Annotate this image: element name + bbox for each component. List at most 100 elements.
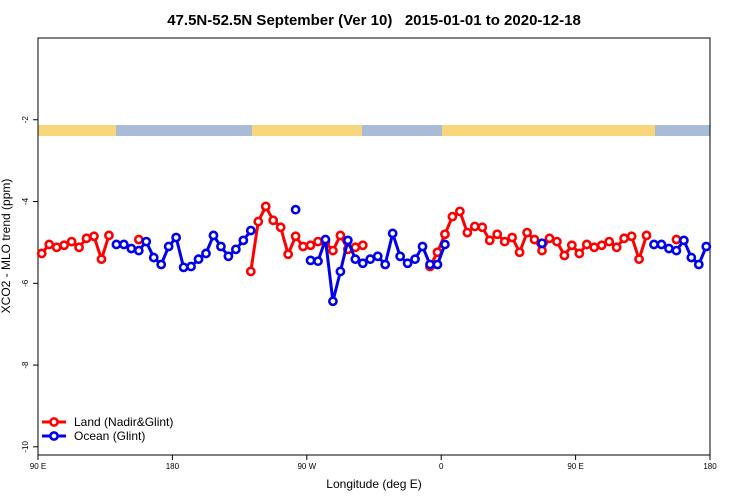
y-tick-label: -8 bbox=[21, 361, 30, 369]
legend-marker bbox=[49, 417, 59, 427]
data-point bbox=[514, 247, 525, 258]
data-point bbox=[395, 251, 406, 262]
data-point bbox=[432, 259, 443, 270]
data-point bbox=[268, 215, 279, 226]
data-point bbox=[671, 234, 682, 245]
data-point bbox=[462, 227, 473, 238]
data-point bbox=[574, 248, 585, 259]
data-point bbox=[566, 240, 577, 251]
data-point bbox=[260, 201, 271, 212]
data-point bbox=[44, 239, 55, 250]
data-point bbox=[201, 248, 211, 259]
data-point bbox=[66, 236, 77, 247]
data-point bbox=[335, 230, 346, 241]
data-point bbox=[275, 222, 286, 233]
data-point bbox=[133, 245, 144, 256]
x-tick-label: 180 bbox=[166, 462, 180, 471]
x-tick-label: 0 bbox=[439, 462, 444, 471]
data-point bbox=[313, 256, 323, 267]
data-point bbox=[440, 229, 450, 240]
data-point bbox=[186, 261, 196, 272]
data-point bbox=[649, 239, 659, 250]
data-point bbox=[559, 250, 570, 261]
data-point bbox=[552, 236, 562, 247]
data-point bbox=[380, 259, 391, 270]
data-point bbox=[141, 236, 152, 247]
data-point bbox=[447, 211, 458, 222]
data-point bbox=[89, 231, 99, 242]
data-point bbox=[283, 249, 294, 260]
y-tick-label: -6 bbox=[21, 279, 30, 287]
legend-label: Ocean (Glint) bbox=[74, 429, 145, 443]
data-point bbox=[357, 240, 368, 251]
data-point bbox=[148, 252, 159, 263]
data-point bbox=[417, 241, 428, 252]
data-point bbox=[372, 251, 383, 262]
data-point bbox=[656, 239, 667, 250]
data-point bbox=[350, 254, 361, 265]
legend-label: Land (Nadir&Glint) bbox=[74, 415, 173, 429]
data-point bbox=[133, 234, 144, 245]
data-point bbox=[581, 239, 592, 250]
data-point bbox=[230, 244, 241, 255]
data-point bbox=[36, 248, 47, 259]
data-point bbox=[342, 235, 353, 246]
data-point bbox=[671, 245, 682, 256]
x-tick-label: 90 E bbox=[30, 462, 46, 471]
data-point bbox=[678, 235, 689, 246]
data-point bbox=[81, 233, 92, 244]
data-point bbox=[126, 243, 137, 254]
land-ocean-strip bbox=[38, 125, 710, 136]
data-point bbox=[171, 232, 182, 243]
data-point bbox=[626, 231, 637, 242]
data-point bbox=[499, 236, 510, 247]
data-point bbox=[163, 241, 174, 252]
data-point bbox=[477, 222, 488, 233]
chart-title: 47.5N-52.5N September (Ver 10) 2015-01-0… bbox=[167, 12, 581, 29]
data-point bbox=[51, 242, 62, 253]
y-tick-label: -4 bbox=[21, 197, 30, 205]
y-tick-label: -2 bbox=[21, 116, 30, 124]
data-point bbox=[74, 242, 84, 253]
data-point bbox=[320, 234, 331, 245]
data-point bbox=[440, 239, 450, 250]
legend-marker bbox=[49, 431, 59, 441]
x-axis-label: Longitude (deg E) bbox=[326, 477, 421, 491]
data-point bbox=[589, 242, 600, 253]
data-point bbox=[298, 241, 308, 252]
data-point bbox=[641, 230, 652, 241]
data-point bbox=[118, 239, 129, 250]
data-point bbox=[693, 259, 704, 270]
y-axis-label: XCO2 - MLO trend (ppm) bbox=[0, 179, 13, 314]
data-point bbox=[290, 231, 301, 242]
data-point bbox=[596, 240, 607, 251]
data-point bbox=[156, 259, 167, 270]
data-point bbox=[469, 221, 480, 232]
data-point bbox=[425, 259, 435, 270]
data-point bbox=[454, 206, 465, 217]
x-tick-label: 180 bbox=[703, 462, 717, 471]
data-point bbox=[305, 255, 316, 266]
data-point bbox=[492, 229, 503, 240]
data-point bbox=[544, 233, 555, 244]
y-tick-label: -10 bbox=[21, 440, 30, 452]
data-point bbox=[59, 240, 70, 251]
data-point bbox=[410, 254, 420, 265]
data-point bbox=[245, 225, 256, 236]
data-point bbox=[686, 252, 697, 263]
data-point bbox=[701, 241, 712, 252]
data-point bbox=[104, 230, 114, 241]
data-point bbox=[611, 242, 622, 253]
data-point bbox=[522, 227, 532, 238]
data-point bbox=[305, 240, 316, 251]
data-point bbox=[484, 235, 495, 246]
data-point bbox=[111, 239, 122, 250]
data-point bbox=[96, 254, 107, 265]
data-point bbox=[290, 204, 301, 215]
data-point bbox=[193, 254, 204, 265]
data-point bbox=[402, 258, 413, 269]
data-point bbox=[634, 254, 644, 265]
data-point bbox=[357, 258, 368, 269]
data-point bbox=[529, 234, 540, 245]
